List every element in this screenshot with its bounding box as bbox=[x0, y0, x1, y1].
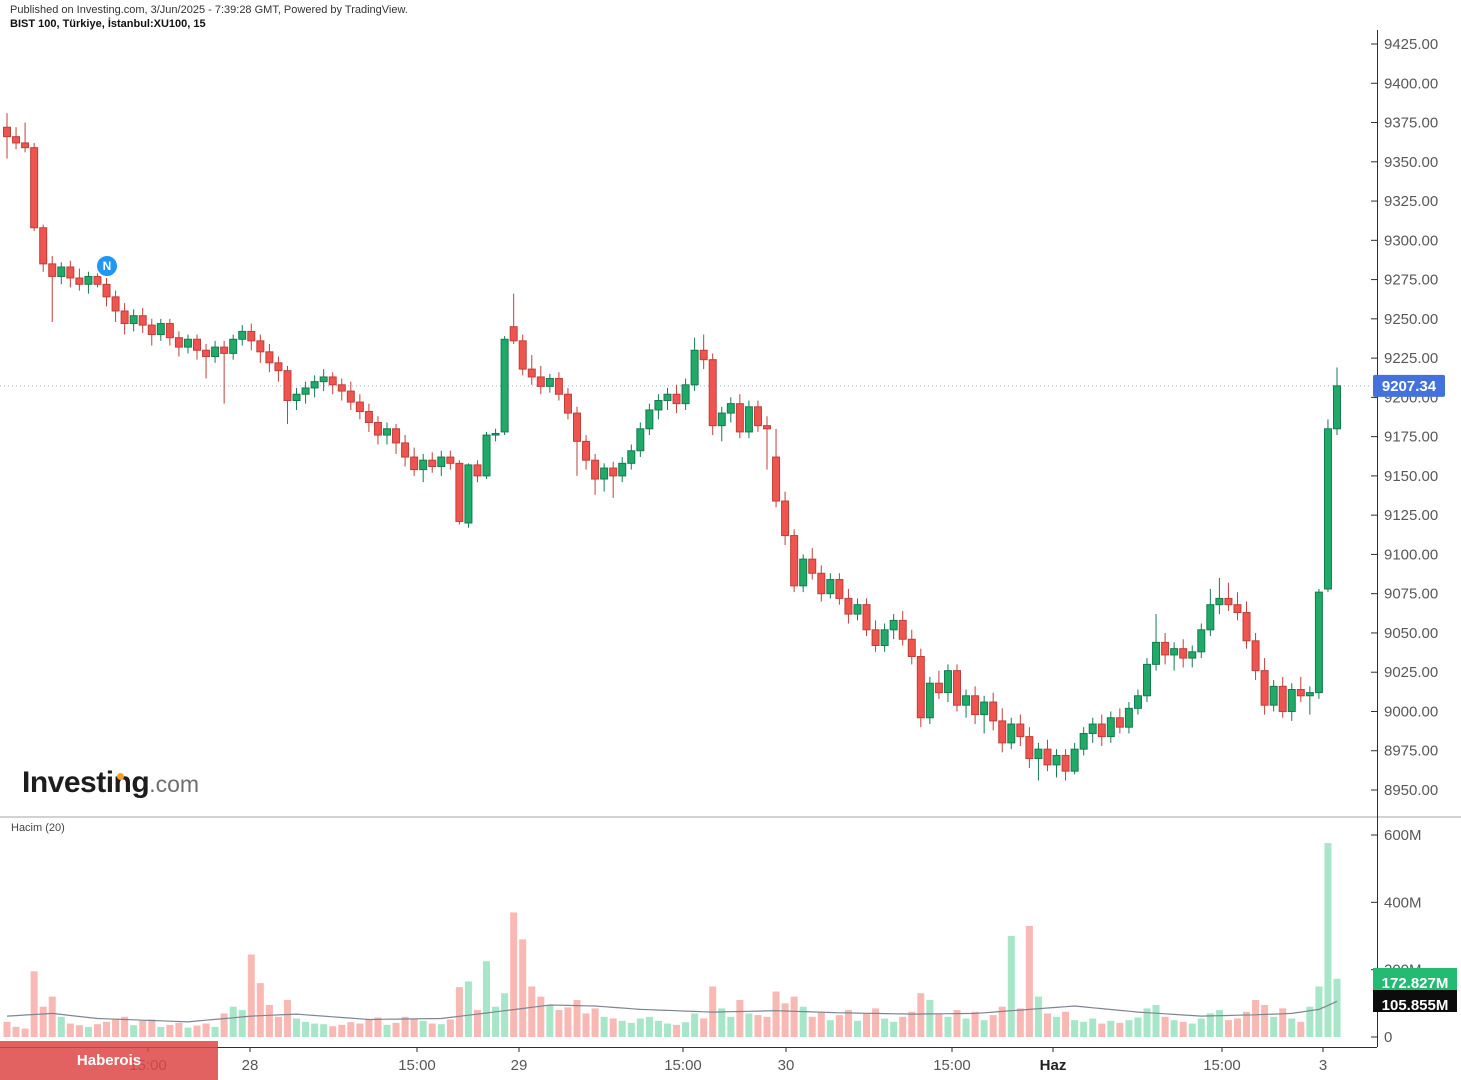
svg-text:15:00: 15:00 bbox=[933, 1057, 971, 1074]
svg-text:0: 0 bbox=[1384, 1029, 1392, 1046]
logo-dot-icon bbox=[117, 773, 124, 780]
last-volume-label: 172.827M bbox=[1373, 968, 1457, 992]
volume-ma-label: 105.855M bbox=[1373, 990, 1457, 1014]
svg-text:8950.00: 8950.00 bbox=[1384, 782, 1438, 799]
svg-text:30: 30 bbox=[778, 1057, 795, 1074]
news-marker-icon[interactable]: N bbox=[95, 254, 119, 278]
svg-text:9350.00: 9350.00 bbox=[1384, 154, 1438, 171]
volume-ma-line bbox=[6, 1000, 1338, 1023]
svg-text:9000.00: 9000.00 bbox=[1384, 703, 1438, 720]
svg-text:15:00: 15:00 bbox=[1203, 1057, 1241, 1074]
svg-text:9225.00: 9225.00 bbox=[1384, 350, 1438, 367]
svg-text:9325.00: 9325.00 bbox=[1384, 193, 1438, 210]
published-line: Published on Investing.com, 3/Jun/2025 -… bbox=[10, 4, 408, 16]
svg-text:N: N bbox=[103, 259, 112, 273]
svg-text:9300.00: 9300.00 bbox=[1384, 232, 1438, 249]
logo-main: Investing bbox=[22, 766, 150, 799]
svg-text:600M: 600M bbox=[1384, 827, 1422, 844]
volume-bars-layer bbox=[3, 843, 1341, 1037]
svg-text:9400.00: 9400.00 bbox=[1384, 75, 1438, 92]
svg-text:9100.00: 9100.00 bbox=[1384, 546, 1438, 563]
svg-text:9250.00: 9250.00 bbox=[1384, 311, 1438, 328]
svg-text:9207.34: 9207.34 bbox=[1382, 378, 1437, 395]
price-axis[interactable]: 9425.00 9400.00 9375.00 9350.00 9325.00 9300.… bbox=[1371, 36, 1438, 799]
svg-text:15:00: 15:00 bbox=[664, 1057, 702, 1074]
svg-text:172.827M: 172.827M bbox=[1382, 975, 1449, 992]
last-price-label: 9207.34 bbox=[1373, 374, 1445, 397]
svg-text:9425.00: 9425.00 bbox=[1384, 36, 1438, 53]
investing-logo: Investing.com bbox=[22, 766, 199, 800]
svg-text:9050.00: 9050.00 bbox=[1384, 625, 1438, 642]
logo-suffix: .com bbox=[149, 771, 200, 797]
svg-text:29: 29 bbox=[511, 1057, 528, 1074]
svg-text:Haz: Haz bbox=[1040, 1057, 1067, 1074]
svg-text:105.855M: 105.855M bbox=[1382, 997, 1449, 1014]
candles-layer bbox=[3, 113, 1341, 781]
svg-text:9025.00: 9025.00 bbox=[1384, 664, 1438, 681]
symbol-line: BIST 100, Türkiye, İstanbul:XU100, 15 bbox=[10, 18, 206, 30]
svg-text:9175.00: 9175.00 bbox=[1384, 429, 1438, 446]
svg-text:400M: 400M bbox=[1384, 894, 1422, 911]
svg-text:9150.00: 9150.00 bbox=[1384, 468, 1438, 485]
volume-pane[interactable] bbox=[3, 843, 1341, 1037]
svg-text:3: 3 bbox=[1319, 1057, 1327, 1074]
svg-text:28: 28 bbox=[242, 1057, 259, 1074]
news-button-label: Haberois bbox=[76, 1052, 142, 1069]
news-button[interactable]: Haberois bbox=[0, 1041, 218, 1080]
price-pane[interactable] bbox=[0, 113, 1371, 781]
svg-text:9375.00: 9375.00 bbox=[1384, 115, 1438, 132]
svg-text:9275.00: 9275.00 bbox=[1384, 272, 1438, 289]
svg-text:9075.00: 9075.00 bbox=[1384, 586, 1438, 603]
indicator-label: Hacim (20) bbox=[11, 822, 65, 834]
svg-text:8975.00: 8975.00 bbox=[1384, 743, 1438, 760]
svg-text:9125.00: 9125.00 bbox=[1384, 507, 1438, 524]
svg-text:15:00: 15:00 bbox=[398, 1057, 436, 1074]
